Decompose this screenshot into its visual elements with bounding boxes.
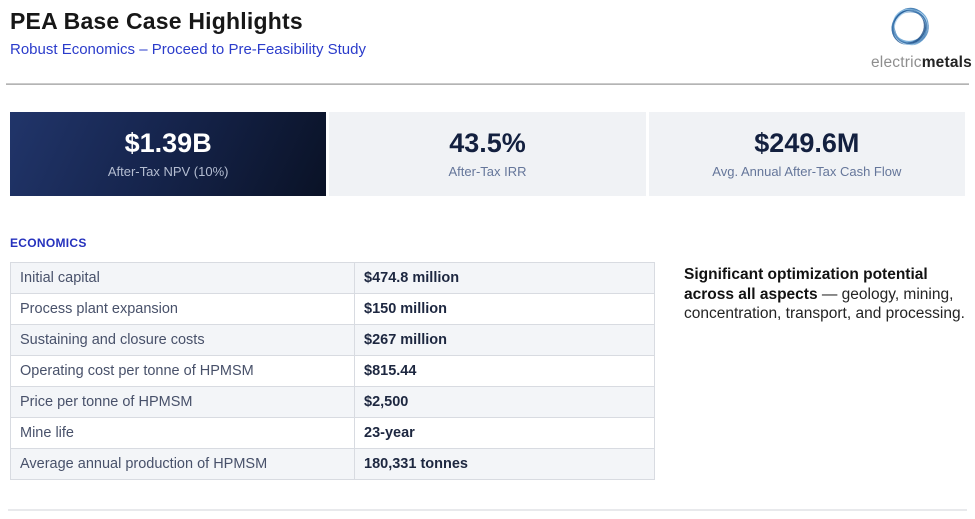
table-row: Price per tonne of HPMSM $2,500 bbox=[10, 386, 655, 418]
table-row: Initial capital $474.8 million bbox=[10, 262, 655, 294]
table-row: Process plant expansion $150 million bbox=[10, 293, 655, 325]
page-subtitle: Robust Economics – Proceed to Pre-Feasib… bbox=[10, 41, 366, 58]
row-value: $2,500 bbox=[354, 386, 655, 418]
row-label: Price per tonne of HPMSM bbox=[10, 386, 355, 418]
kpi-value: 43.5% bbox=[449, 127, 526, 158]
footer-divider bbox=[8, 509, 967, 511]
row-label: Average annual production of HPMSM bbox=[10, 448, 355, 480]
row-label: Mine life bbox=[10, 417, 355, 449]
row-label: Process plant expansion bbox=[10, 293, 355, 325]
row-label: Sustaining and closure costs bbox=[10, 324, 355, 356]
row-value: $474.8 million bbox=[354, 262, 655, 294]
row-value: $815.44 bbox=[354, 355, 655, 387]
row-value: 23-year bbox=[354, 417, 655, 449]
row-value: 180,331 tonnes bbox=[354, 448, 655, 480]
kpi-value: $1.39B bbox=[124, 127, 212, 158]
kpi-card-npv: $1.39B After-Tax NPV (10%) bbox=[10, 112, 327, 196]
table-row: Average annual production of HPMSM 180,3… bbox=[10, 448, 655, 480]
kpi-value: $249.6M bbox=[754, 127, 860, 158]
table-row: Mine life 23-year bbox=[10, 417, 655, 449]
table-row: Sustaining and closure costs $267 millio… bbox=[10, 324, 655, 356]
page-title: PEA Base Case Highlights bbox=[10, 8, 303, 34]
kpi-row: $1.39B After-Tax NPV (10%) 43.5% After-T… bbox=[10, 112, 965, 196]
logo-ring-icon bbox=[890, 7, 929, 46]
row-label: Operating cost per tonne of HPMSM bbox=[10, 355, 355, 387]
note-emphasis: Significant optimization potential acros… bbox=[684, 266, 928, 303]
row-value: $267 million bbox=[354, 324, 655, 356]
note-detail: — geology, mining, concentration, transp… bbox=[684, 285, 965, 323]
kpi-label: After-Tax IRR bbox=[448, 164, 527, 180]
table-row: Operating cost per tonne of HPMSM $815.4… bbox=[10, 355, 655, 387]
logo-word-metals: metals bbox=[921, 54, 972, 71]
economics-table: Initial capital $474.8 million Process p… bbox=[10, 262, 655, 480]
kpi-card-irr: 43.5% After-Tax IRR bbox=[329, 112, 646, 196]
kpi-label: Avg. Annual After-Tax Cash Flow bbox=[712, 164, 902, 180]
economics-heading: ECONOMICS bbox=[10, 236, 87, 250]
row-label: Initial capital bbox=[10, 262, 355, 294]
row-value: $150 million bbox=[354, 293, 655, 325]
header-divider bbox=[6, 83, 969, 85]
company-logo: electricmetals bbox=[847, 2, 972, 72]
kpi-card-cashflow: $249.6M Avg. Annual After-Tax Cash Flow bbox=[648, 112, 965, 196]
logo-word-electric: electric bbox=[870, 54, 922, 71]
logo-wordmark: electricmetals bbox=[847, 54, 972, 72]
kpi-label: After-Tax NPV (10%) bbox=[107, 164, 229, 180]
optimization-note: Significant optimization potential acros… bbox=[684, 265, 970, 324]
